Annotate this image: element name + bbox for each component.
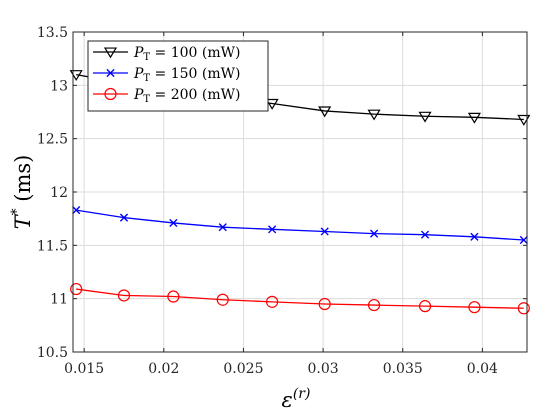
legend-label: PT = 100 (mW) — [133, 45, 241, 63]
series-line — [76, 209, 524, 241]
legend-label: PT = 200 (mW) — [133, 87, 241, 105]
data-point-stroke-b — [72, 206, 81, 215]
data-point — [418, 111, 432, 123]
data-point-stroke-b — [420, 230, 430, 239]
legend-entries: PT = 100 (mW)PT = 150 (mW)PT = 200 (mW) — [93, 45, 241, 105]
legend-label-rest: = 150 (mW) — [150, 66, 240, 82]
y-tick-label: 12.5 — [37, 132, 68, 148]
legend-label-rest: = 100 (mW) — [150, 45, 240, 61]
data-point-stroke-b — [369, 229, 379, 238]
data-point — [519, 235, 528, 245]
legend-label-base: P — [133, 45, 144, 61]
y-axis-label-base: T — [11, 213, 35, 229]
data-point-stroke-b — [470, 232, 479, 241]
x-tick-label: 0.035 — [383, 361, 423, 377]
data-point — [318, 297, 331, 311]
legend-label-sub: T — [143, 94, 150, 105]
x-tick-label: 0.025 — [223, 361, 263, 377]
data-point — [216, 293, 229, 306]
data-point — [70, 282, 83, 296]
data-point — [468, 301, 481, 314]
y-tick-label: 11 — [50, 292, 68, 308]
x-tick-label: 0.015 — [64, 361, 104, 377]
ticks: 0.015 0.02 0.025 0.03 0.035 0.04 10.5 11 11.5 12 1… — [37, 25, 527, 377]
y-tick-label: 10.5 — [37, 345, 68, 361]
legend-entry: PT = 200 (mW) — [93, 87, 241, 105]
data-point-stroke-b — [119, 213, 129, 222]
data-point-stroke-b — [169, 218, 178, 228]
data-point — [167, 290, 180, 303]
data-point — [420, 230, 430, 239]
y-tick-label: 12 — [50, 185, 68, 201]
data-point — [268, 225, 277, 234]
data-point — [218, 223, 227, 232]
legend-marker — [103, 47, 118, 59]
x-tick-label: 0.04 — [467, 361, 498, 377]
data-point — [367, 298, 381, 312]
x-axis-label-sup: (r) — [293, 386, 311, 402]
legend-label-rest: = 200 (mW) — [150, 87, 240, 103]
data-point — [265, 98, 279, 110]
data-point — [418, 300, 432, 313]
legend-marker — [104, 87, 117, 101]
data-point-stroke-b — [519, 235, 528, 245]
y-tick-label: 13.5 — [37, 25, 68, 41]
data-point — [72, 206, 81, 215]
x-axis-label: ε(r) — [282, 386, 311, 412]
x-tick-label: 0.02 — [148, 361, 179, 377]
x-axis-label-base: ε — [282, 388, 293, 412]
legend-marker-stroke-b — [106, 68, 115, 78]
legend-label-base: P — [133, 66, 144, 82]
y-axis-label-rest: (ms) — [11, 155, 35, 209]
data-point — [369, 229, 379, 238]
legend-label-sub: T — [143, 73, 150, 84]
x-tick-label: 0.03 — [308, 361, 339, 377]
y-tick-label: 11.5 — [37, 238, 68, 254]
data-point — [367, 109, 381, 121]
data-point — [470, 232, 479, 241]
data-point — [119, 213, 129, 222]
data-point — [169, 218, 178, 228]
legend-box — [87, 40, 269, 112]
series-line — [76, 288, 524, 309]
data-point — [320, 227, 329, 236]
data-point — [467, 112, 481, 124]
y-axis-label: T* (ms) — [9, 155, 35, 230]
legend-entry: PT = 150 (mW) — [93, 66, 241, 84]
data-point — [318, 106, 332, 118]
legend-label: PT = 150 (mW) — [133, 66, 241, 84]
data-point-stroke-b — [218, 223, 227, 232]
legend-entry: PT = 100 (mW) — [93, 45, 241, 63]
legend-label-sub: T — [143, 52, 150, 63]
y-tick-label: 13 — [50, 78, 68, 94]
series-3 — [70, 282, 530, 315]
data-point — [266, 295, 279, 308]
series-2 — [72, 206, 528, 245]
data-point — [517, 302, 530, 315]
data-point-stroke-b — [268, 225, 277, 234]
y-axis-label-sup: * — [9, 208, 25, 215]
legend: PT = 100 (mW)PT = 150 (mW)PT = 200 (mW) — [87, 40, 269, 112]
legend-marker — [106, 68, 115, 78]
data-point-stroke-b — [320, 227, 329, 236]
data-point — [117, 289, 131, 302]
legend-label-base: P — [133, 87, 144, 103]
